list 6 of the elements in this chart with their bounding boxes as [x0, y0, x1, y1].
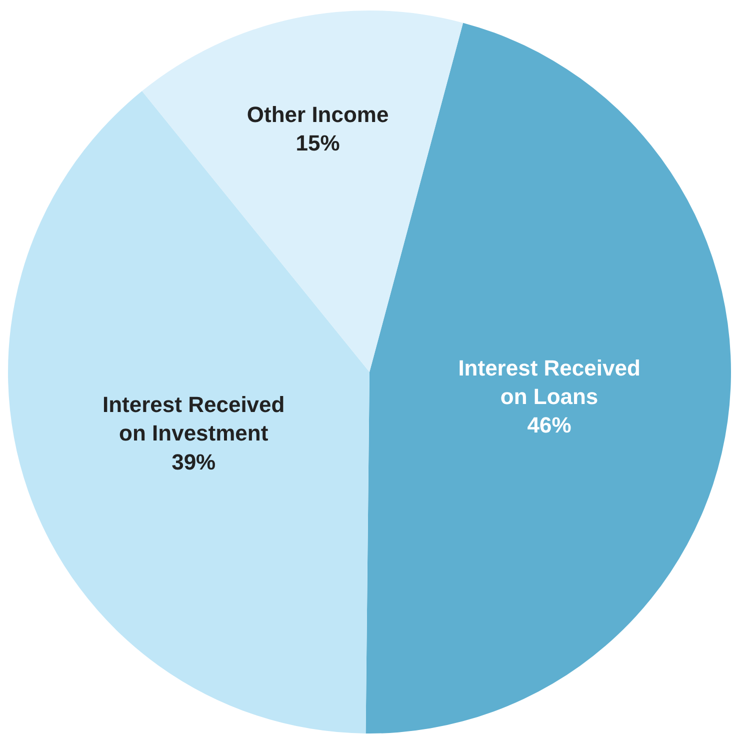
- slice-label: Other Income: [246, 102, 389, 128]
- data-label: 15%: [296, 130, 340, 156]
- slice-label: Interest Received on Loans: [458, 356, 640, 410]
- data-label: 46%: [527, 412, 572, 438]
- slice-label: Interest Received on Investment: [102, 392, 285, 446]
- data-label: 39%: [172, 449, 216, 474]
